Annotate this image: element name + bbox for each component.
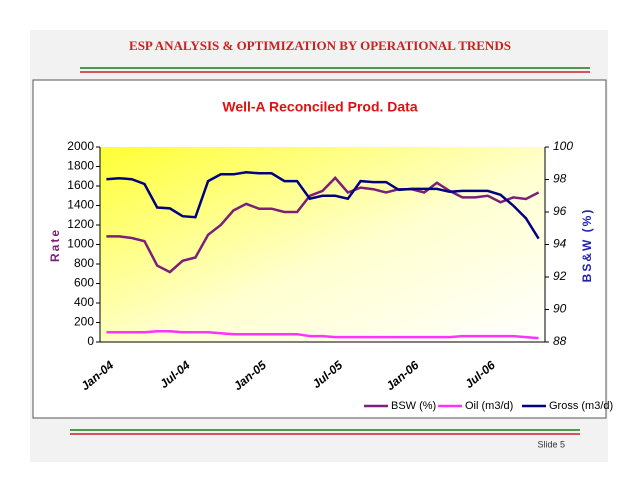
y-tick-label: 800 [74,256,94,270]
y2-tick-label: 88 [553,334,567,348]
y-tick-label: 1800 [67,159,94,173]
y2-tick-label: 100 [553,139,573,153]
y2-tick-label: 90 [553,302,567,316]
legend-label: BSW (%) [391,400,436,412]
slide-number: Slide 5 [537,439,565,449]
y-tick-label: 600 [74,276,94,290]
y-tick-label: 400 [74,295,94,309]
plot-area [100,147,545,342]
y-tick-label: 1200 [67,217,94,231]
y2-tick-label: 96 [553,204,567,218]
y-tick-label: 1600 [67,178,94,192]
y2-axis-label: BS&W (%) [580,208,594,283]
y2-tick-label: 94 [553,237,567,251]
series-line [106,176,540,274]
series-line [106,171,540,240]
chart-title: Well-A Reconciled Prod. Data [222,99,417,115]
slide-title: ESP ANALYSIS & OPTIMIZATION BY OPERATION… [129,38,511,53]
y-tick-label: 2000 [67,139,94,153]
y2-tick-label: 98 [553,172,567,186]
y-tick-label: 1000 [67,237,94,251]
legend-label: Oil (m3/d) [465,400,513,412]
legend [362,396,602,416]
y-axis-label: Rate [48,228,62,262]
legend-label: Gross (m3/d) [549,400,613,412]
y2-tick-label: 92 [553,269,567,283]
y-tick-label: 1400 [67,198,94,212]
y-tick-label: 200 [74,315,94,329]
y-tick-label: 0 [87,334,94,348]
series-line [106,330,539,340]
